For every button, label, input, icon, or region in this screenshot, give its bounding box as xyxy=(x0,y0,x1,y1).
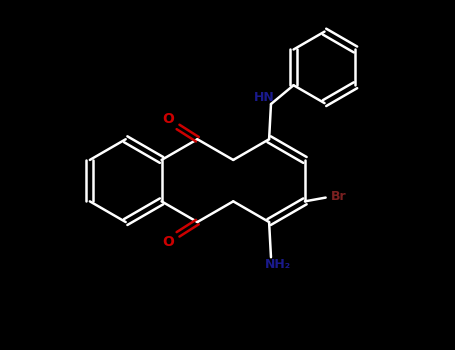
Text: NH₂: NH₂ xyxy=(265,258,291,271)
Text: Br: Br xyxy=(331,190,347,203)
Text: HN: HN xyxy=(254,91,274,104)
Text: O: O xyxy=(163,112,175,126)
Text: O: O xyxy=(163,235,175,249)
